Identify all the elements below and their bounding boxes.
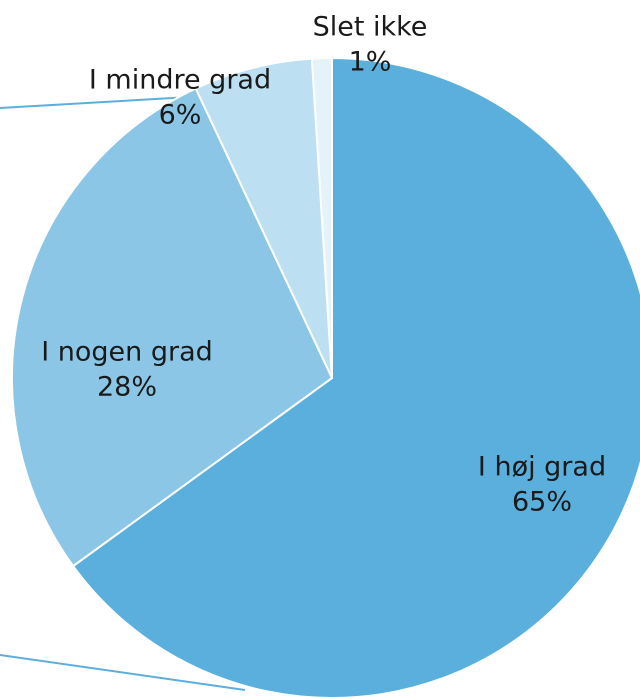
pie-slice — [11, 87, 334, 568]
slice-label: I mindre grad — [89, 65, 271, 96]
leader-line — [0, 96, 191, 109]
slice-value-label: 6% — [159, 100, 202, 131]
pie-slice — [71, 56, 640, 699]
pie-slice — [310, 56, 333, 379]
slice-value-label: 1% — [349, 47, 392, 78]
slice-value-label: 65% — [512, 487, 572, 518]
leader-line — [0, 654, 246, 691]
slice-value-label: 28% — [97, 372, 157, 403]
pie-slice — [194, 57, 333, 379]
slice-label: Slet ikke — [313, 12, 428, 43]
slice-label: I nogen grad — [41, 337, 213, 368]
slice-label: I høj grad — [478, 452, 606, 483]
